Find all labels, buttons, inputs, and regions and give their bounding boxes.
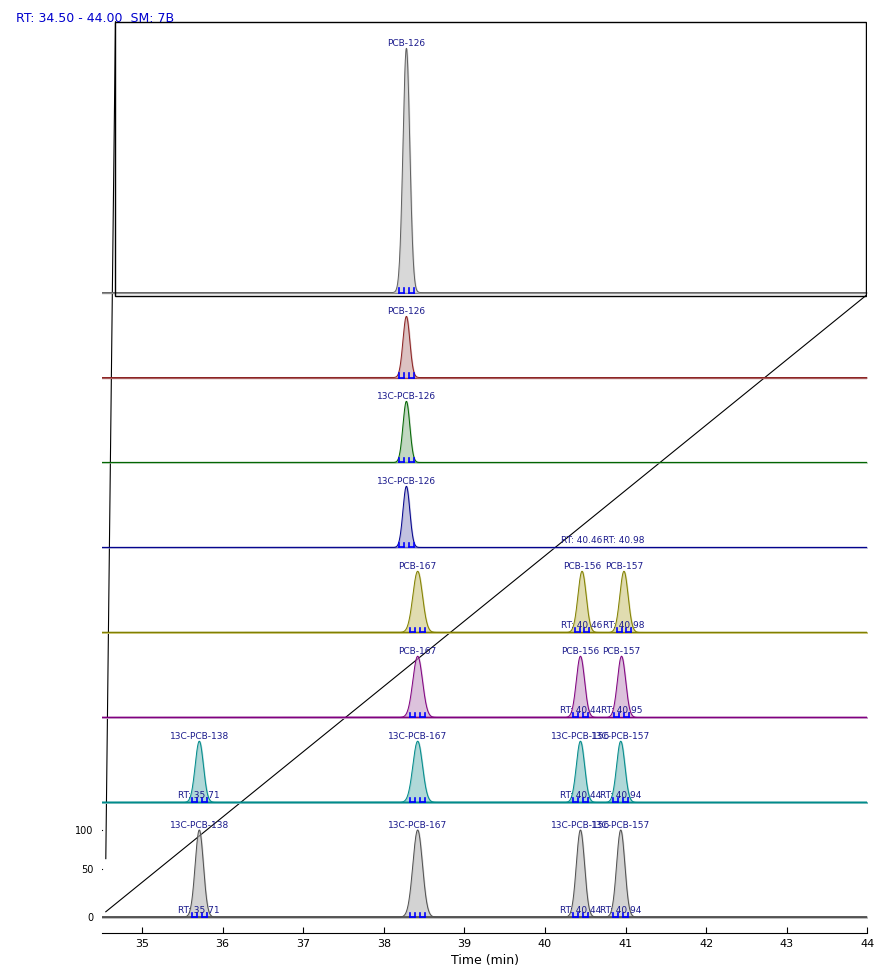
Text: 13C-PCB-126: 13C-PCB-126 xyxy=(377,392,436,401)
Bar xyxy=(115,22,866,296)
Text: RT: 40.46: RT: 40.46 xyxy=(561,535,603,545)
Text: 100: 100 xyxy=(75,826,94,835)
Text: RT: 40.46: RT: 40.46 xyxy=(561,620,603,629)
Text: RT: 40.94: RT: 40.94 xyxy=(600,905,642,913)
Text: 13C-PCB-156: 13C-PCB-156 xyxy=(550,820,610,829)
Text: RT: 40.44: RT: 40.44 xyxy=(560,705,601,714)
Text: PCB-157: PCB-157 xyxy=(603,647,641,656)
Text: 13C-PCB-157: 13C-PCB-157 xyxy=(591,732,650,741)
Text: PCB-156: PCB-156 xyxy=(563,562,601,571)
X-axis label: Time (min): Time (min) xyxy=(450,954,519,966)
Text: 13C-PCB-138: 13C-PCB-138 xyxy=(170,820,229,829)
Text: 13C-PCB-126: 13C-PCB-126 xyxy=(377,477,436,486)
Text: RT: 40.95: RT: 40.95 xyxy=(601,705,643,714)
Text: 50: 50 xyxy=(81,865,94,874)
Text: 13C-PCB-157: 13C-PCB-157 xyxy=(591,820,650,829)
Text: PCB-156: PCB-156 xyxy=(561,647,599,656)
Text: RT: 40.44: RT: 40.44 xyxy=(560,790,601,799)
Text: RT: 40.98: RT: 40.98 xyxy=(604,535,644,545)
Text: RT: 40.98: RT: 40.98 xyxy=(604,620,644,629)
Text: 0: 0 xyxy=(88,913,94,922)
Text: PCB-126: PCB-126 xyxy=(388,307,426,316)
Text: PCB-126: PCB-126 xyxy=(388,39,426,48)
Text: RT: 40.94: RT: 40.94 xyxy=(600,790,642,799)
Text: 13C-PCB-156: 13C-PCB-156 xyxy=(550,732,610,741)
Text: PCB-167: PCB-167 xyxy=(398,647,437,656)
Text: RT: 34.50 - 44.00  SM: 7B: RT: 34.50 - 44.00 SM: 7B xyxy=(16,12,174,24)
Text: RT: 35.71: RT: 35.71 xyxy=(179,790,220,799)
Text: PCB-167: PCB-167 xyxy=(398,562,437,571)
Text: 13C-PCB-138: 13C-PCB-138 xyxy=(170,732,229,741)
Text: 13C-PCB-167: 13C-PCB-167 xyxy=(388,820,447,829)
Text: PCB-157: PCB-157 xyxy=(604,562,643,571)
Text: RT: 40.44: RT: 40.44 xyxy=(560,905,601,913)
Text: 13C-PCB-167: 13C-PCB-167 xyxy=(388,732,447,741)
Text: RT: 35.71: RT: 35.71 xyxy=(179,905,220,913)
